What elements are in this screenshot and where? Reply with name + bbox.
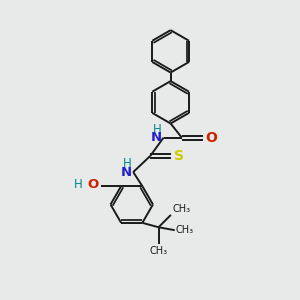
Text: CH₃: CH₃ bbox=[172, 204, 190, 214]
Text: O: O bbox=[205, 130, 217, 145]
Text: CH₃: CH₃ bbox=[176, 225, 194, 235]
Text: S: S bbox=[174, 149, 184, 163]
Text: O: O bbox=[88, 178, 99, 191]
Text: CH₃: CH₃ bbox=[149, 246, 168, 256]
Text: N: N bbox=[151, 131, 162, 144]
Text: N: N bbox=[120, 166, 131, 178]
Text: H: H bbox=[74, 178, 83, 191]
Text: H: H bbox=[153, 123, 162, 136]
Text: H: H bbox=[123, 157, 131, 170]
